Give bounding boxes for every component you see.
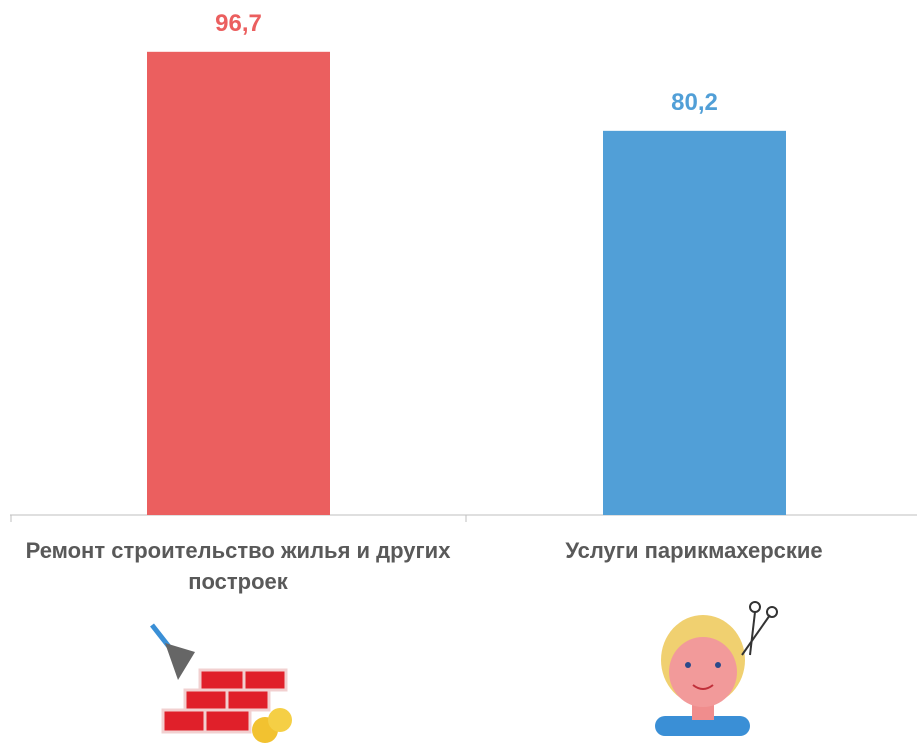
data-label: 80,2 bbox=[671, 89, 718, 116]
hairdresser-icon bbox=[655, 601, 778, 736]
x-tick-label: Ремонт строительство жилья и других пост… bbox=[25, 538, 451, 594]
bar bbox=[603, 130, 786, 516]
bar bbox=[147, 51, 330, 515]
brick-icon bbox=[150, 623, 292, 743]
data-label: 96,7 bbox=[215, 10, 262, 37]
x-tick-label: Услуги парикмахерские bbox=[565, 538, 823, 563]
